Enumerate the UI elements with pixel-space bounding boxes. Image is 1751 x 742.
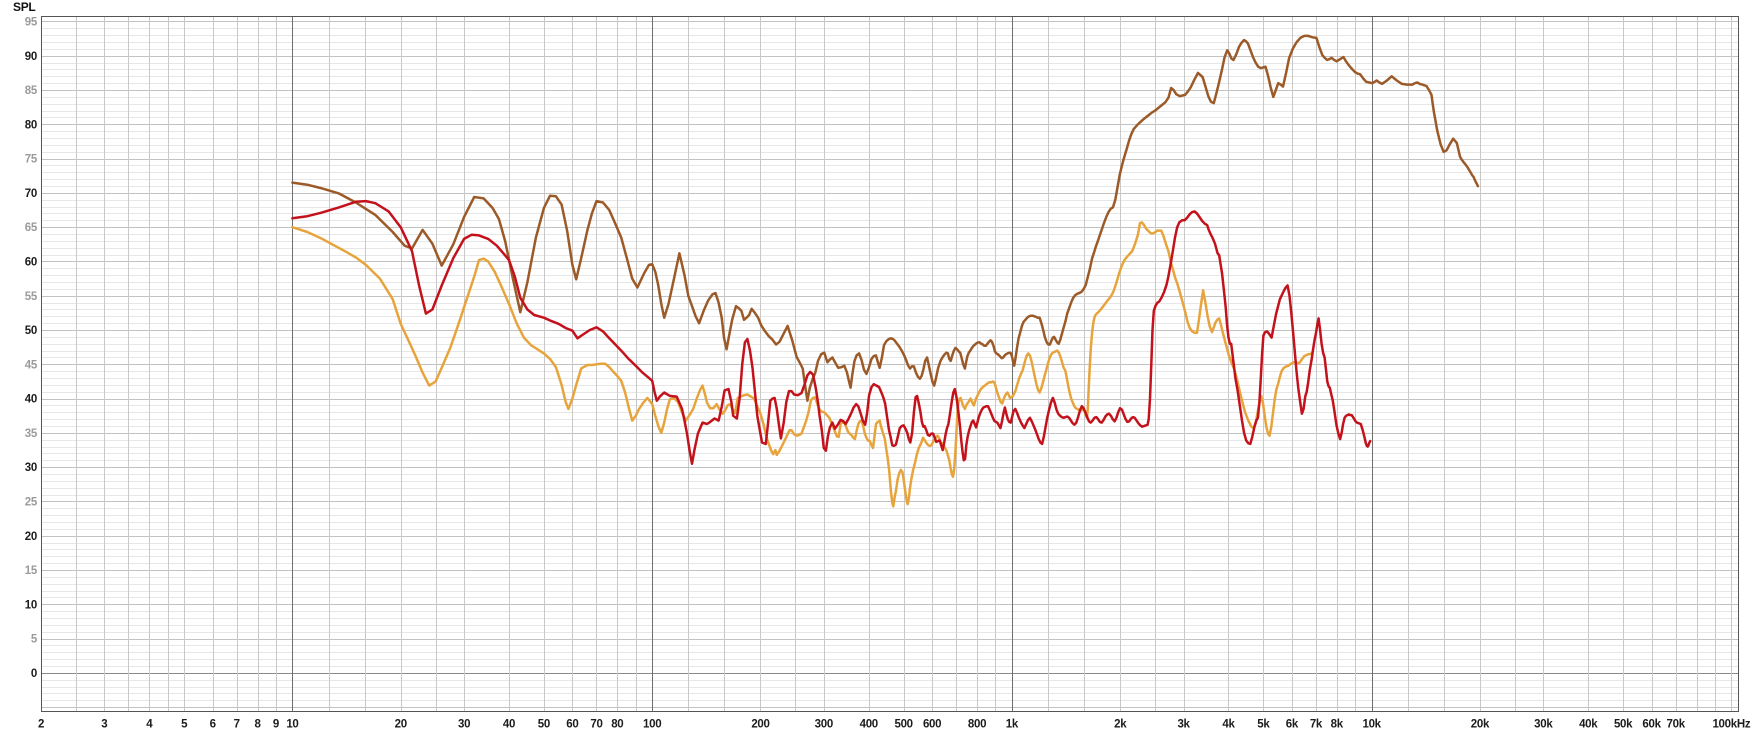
y-tick-label: 55 [25, 291, 38, 303]
x-tick-label: 30 [458, 719, 470, 731]
x-tick-label: 40k [1579, 719, 1598, 731]
x-tick-label: 70k [1667, 719, 1686, 731]
x-tick-label: 8 [255, 719, 262, 731]
x-tick-label: 100 [643, 719, 661, 731]
trace-red [291, 199, 1372, 466]
y-tick-label: 10 [25, 599, 37, 611]
x-tick-label: 100kHz [1712, 719, 1750, 731]
x-tick-label: 30k [1534, 719, 1553, 731]
y-tick-label: 60 [25, 256, 37, 268]
x-tick-label: 5k [1257, 719, 1270, 731]
x-tick-label: 2 [38, 719, 44, 731]
x-tick-label: 10k [1362, 719, 1381, 731]
x-tick-label: 8k [1331, 719, 1344, 731]
y-tick-label: 85 [25, 85, 38, 97]
trace-brown [291, 34, 1480, 402]
x-tick-label: 60 [566, 719, 578, 731]
y-tick-label: 0 [31, 668, 37, 680]
x-tick-label: 600 [923, 719, 941, 731]
x-tick-label: 400 [860, 719, 878, 731]
x-tick-label: 200 [751, 719, 769, 731]
x-tick-label: 7 [234, 719, 240, 731]
x-tick-label: 7k [1310, 719, 1323, 731]
x-tick-label: 500 [894, 719, 912, 731]
y-tick-label: 35 [25, 428, 38, 440]
x-tick-label: 9 [273, 719, 279, 731]
plot-border [41, 16, 1739, 712]
y-tick-label: 65 [25, 222, 38, 234]
x-tick-label: 50k [1614, 719, 1633, 731]
y-tick-label: 40 [25, 394, 37, 406]
x-tick-label: 1k [1006, 719, 1019, 731]
x-tick-label: 5 [181, 719, 188, 731]
y-tick-label: 15 [25, 565, 38, 577]
x-tick-label: 4k [1222, 719, 1235, 731]
y-tick-label: 95 [25, 16, 38, 28]
y-axis-title: SPL [13, 0, 36, 14]
x-tick-label: 20k [1471, 719, 1490, 731]
y-tick-label: 25 [25, 496, 38, 508]
x-tick-label: 6 [210, 719, 216, 731]
x-tick-label: 3k [1177, 719, 1190, 731]
x-tick-label: 20 [395, 719, 407, 731]
y-tick-label: 50 [25, 325, 37, 337]
y-tick-label: 45 [25, 359, 38, 371]
x-tick-label: 800 [968, 719, 986, 731]
x-tick-label: 300 [815, 719, 833, 731]
x-tick-label: 10 [286, 719, 298, 731]
y-tick-label: 5 [31, 634, 38, 646]
x-tick-label: 6k [1286, 719, 1299, 731]
y-tick-label: 90 [25, 51, 37, 63]
x-tick-label: 4 [146, 719, 153, 731]
x-tick-label: 60k [1642, 719, 1661, 731]
y-tick-label: 75 [25, 154, 38, 166]
y-tick-label: 70 [25, 188, 37, 200]
x-tick-label: 2k [1114, 719, 1127, 731]
x-tick-label: 40 [503, 719, 515, 731]
y-tick-label: 30 [25, 462, 37, 474]
y-tick-label: 20 [25, 531, 37, 543]
x-tick-label: 80 [611, 719, 623, 731]
x-tick-label: 50 [538, 719, 550, 731]
x-tick-label: 70 [590, 719, 602, 731]
y-tick-label: 80 [25, 119, 37, 131]
x-tick-label: 3 [101, 719, 107, 731]
